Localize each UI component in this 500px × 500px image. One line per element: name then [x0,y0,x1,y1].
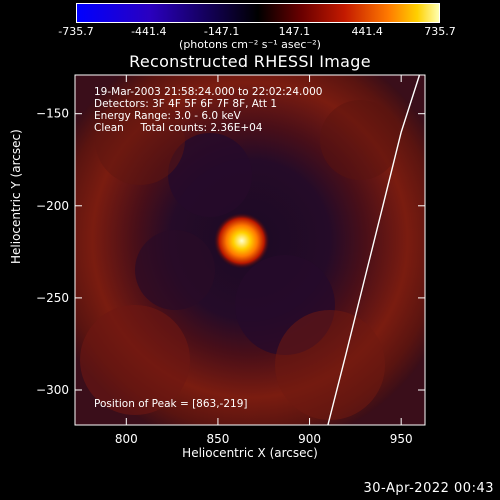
y-axis-label: Heliocentric Y (arcsec) [9,129,23,264]
x-tick-label: 950 [390,432,413,446]
colorbar-tick-label: 147.1 [278,25,311,38]
peak-emission [213,212,270,269]
y-tick-label: −200 [36,199,69,213]
y-tick-label: −150 [36,107,69,121]
x-tick-label: 900 [298,432,321,446]
colorbar-tick-label: 441.4 [351,25,383,38]
colorbar-tick-label: -441.4 [131,25,167,38]
timestamp: 30-Apr-2022 00:43 [363,481,494,496]
y-tick-label: −300 [36,383,69,397]
colorbar-tick-label: -147.1 [203,25,240,38]
solar-limb-curve [327,75,421,425]
plot-frame [74,74,426,426]
y-tick-label: −250 [36,291,69,305]
colorbar-units: (photons cm⁻² s⁻¹ asec⁻²) [179,38,321,51]
colorbar-tick-label: 735.7 [424,25,456,38]
info-time-range: 19-Mar-2003 21:58:24.000 to 22:02:24.000 [94,86,323,98]
info-total-counts: Clean Total counts: 2.36E+04 [94,122,263,134]
y-axis-ticks: −150 −200 −250 −300 [36,107,425,397]
x-tick-label: 800 [115,432,138,446]
info-detectors: Detectors: 3F 4F 5F 6F 7F 8F, Att 1 [94,98,278,110]
x-tick-label: 850 [206,432,229,446]
peak-position-label: Position of Peak = [863,-219] [94,398,248,410]
colorbar-tick-label: -735.7 [58,25,94,38]
x-axis-label: Heliocentric X (arcsec) [182,446,318,460]
colorbar [76,3,440,23]
x-axis-ticks: 800 850 900 950 [115,75,413,446]
info-energy-range: Energy Range: 3.0 - 6.0 keV [94,110,241,122]
chart-title: Reconstructed RHESSI Image [129,52,371,71]
